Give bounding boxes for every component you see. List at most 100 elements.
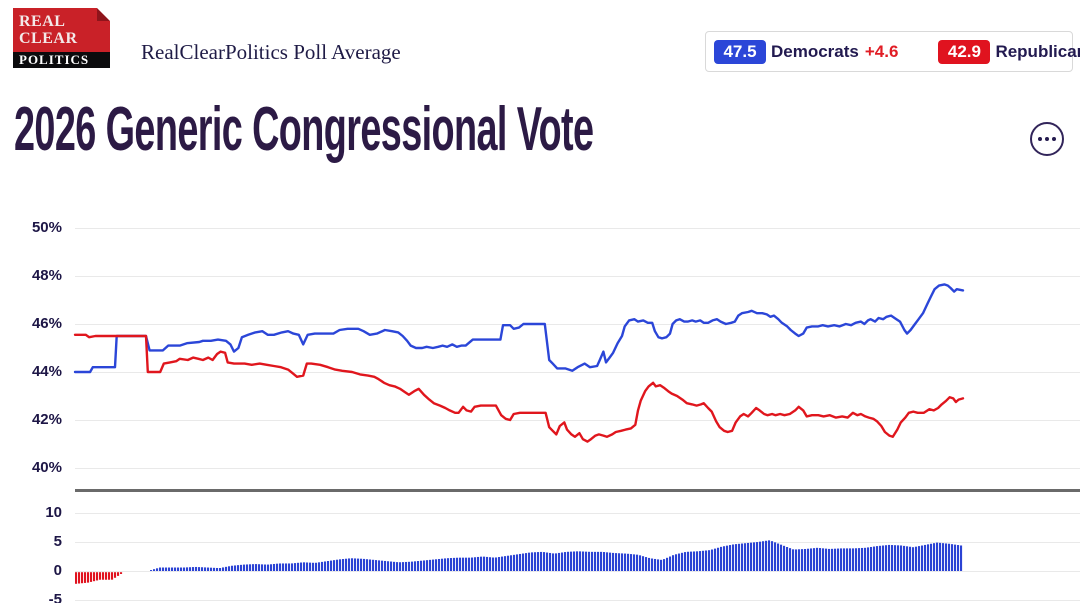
spread-bar-chart <box>75 540 963 584</box>
spread-bar <box>861 547 864 571</box>
spread-bar <box>429 559 432 571</box>
spread-bar <box>444 558 447 571</box>
spread-bar <box>573 551 576 571</box>
democrat-lead-value: +4.6 <box>864 41 899 61</box>
spread-bar <box>741 543 744 571</box>
spread-bar <box>279 563 282 571</box>
spread-bar <box>393 561 396 571</box>
spread-bar <box>417 561 420 571</box>
spread-bar <box>723 546 726 571</box>
spread-bar <box>882 545 885 571</box>
spread-bar <box>552 553 555 571</box>
spread-bar <box>477 556 480 571</box>
spread-bar <box>531 552 534 571</box>
spread-bar <box>843 548 846 571</box>
spread-bar <box>927 544 930 571</box>
spread-bar <box>186 567 189 571</box>
spread-bar <box>207 567 210 571</box>
y-axis-tick-label: 46% <box>31 315 62 332</box>
rcp-logo[interactable]: REAL CLEAR POLITICS <box>13 8 110 68</box>
spread-bar <box>942 543 945 571</box>
spread-bar <box>660 559 663 571</box>
spread-bar <box>957 545 960 571</box>
spread-bar <box>405 561 408 571</box>
spread-bar <box>483 556 486 571</box>
spread-bar <box>426 560 429 571</box>
spread-bar <box>735 544 738 571</box>
spread-bar <box>228 566 231 571</box>
spread-bar <box>720 546 723 571</box>
spread-bar <box>111 572 114 580</box>
spread-bar <box>621 553 624 571</box>
spread-bar <box>93 572 96 582</box>
spread-bar <box>462 557 465 571</box>
spread-bar <box>102 572 105 580</box>
spread-bar <box>582 551 585 571</box>
republican-label: Republicans <box>995 41 1080 61</box>
spread-bar <box>150 570 153 571</box>
spread-bar <box>324 561 327 571</box>
gridline <box>75 542 1080 543</box>
spread-bar <box>903 545 906 571</box>
spread-bar <box>732 544 735 571</box>
gridline <box>75 600 1080 601</box>
spread-bar <box>468 557 471 571</box>
gridline <box>75 571 1080 572</box>
spread-bar <box>360 558 363 571</box>
spread-bar <box>780 544 783 571</box>
spread-bar <box>948 543 951 571</box>
spread-bar <box>807 548 810 571</box>
spread-bar <box>285 563 288 571</box>
spread-bar <box>750 542 753 571</box>
spread-bar <box>114 572 117 578</box>
spread-bar <box>318 562 321 571</box>
spread-bar <box>915 546 918 571</box>
spread-bar <box>525 553 528 571</box>
spread-bar <box>240 564 243 571</box>
more-options-button[interactable] <box>1030 122 1064 156</box>
spread-bar <box>456 557 459 571</box>
spread-bar <box>351 558 354 571</box>
spread-bar <box>702 550 705 571</box>
spread-bar <box>924 544 927 571</box>
spread-bar <box>894 545 897 571</box>
poll-average-subtitle: RealClearPolitics Poll Average <box>141 40 401 64</box>
spread-bar <box>528 552 531 571</box>
spread-bar <box>396 562 399 571</box>
spread-bar <box>213 567 216 571</box>
rcp-logo-text-real: REAL <box>19 13 66 30</box>
spread-bar <box>891 545 894 571</box>
spread-bar <box>84 572 87 583</box>
spread-bar <box>792 549 795 571</box>
gridline <box>75 276 1080 277</box>
spread-bar <box>108 572 111 580</box>
spread-bar <box>591 551 594 571</box>
spread-bar <box>546 552 549 571</box>
spread-bar <box>819 548 822 571</box>
spread-bar <box>786 546 789 571</box>
spread-bar <box>831 548 834 571</box>
chart-separator-line <box>75 489 1080 492</box>
spread-bar <box>453 557 456 571</box>
spread-bar <box>783 545 786 571</box>
ellipsis-icon <box>1038 137 1042 141</box>
spread-bar <box>597 551 600 571</box>
spread-bar <box>876 546 879 571</box>
spread-bar <box>855 548 858 571</box>
spread-bar <box>645 557 648 571</box>
spread-bar <box>960 545 963 571</box>
spread-bar <box>261 564 264 571</box>
spread-bar <box>489 557 492 571</box>
spread-bar <box>312 562 315 571</box>
spread-bar <box>246 564 249 571</box>
spread-bar <box>789 548 792 571</box>
spread-bar <box>357 558 360 571</box>
spread-bar <box>669 556 672 571</box>
spread-bar <box>465 557 468 571</box>
spread-bar <box>105 572 108 580</box>
spread-bar <box>369 559 372 571</box>
spread-bar <box>450 558 453 571</box>
spread-bar <box>615 553 618 571</box>
spread-bar <box>918 546 921 571</box>
spread-bar <box>333 560 336 571</box>
